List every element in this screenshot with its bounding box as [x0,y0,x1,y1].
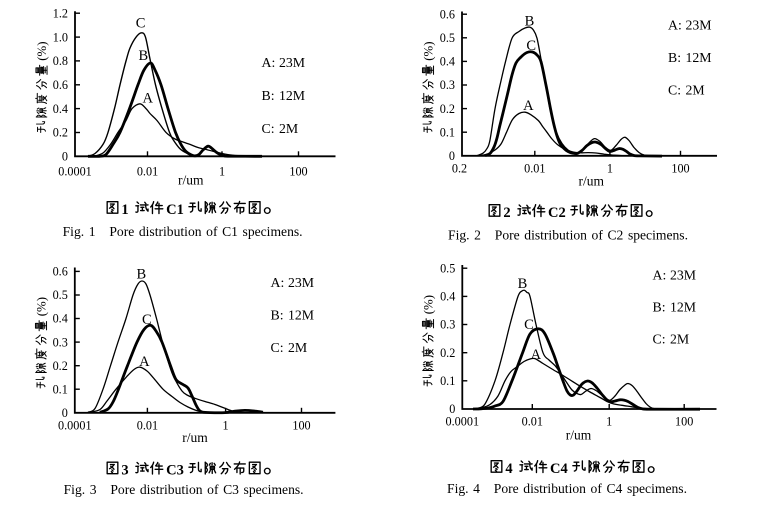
svg-text:C:: C: [653,332,666,347]
svg-text:A:: A: [653,268,667,283]
svg-text:0.3: 0.3 [440,318,455,332]
svg-text:1: 1 [121,202,128,218]
svg-text:23M: 23M [279,55,305,70]
svg-text:0.5: 0.5 [440,31,455,45]
svg-text:0.0001: 0.0001 [58,419,92,433]
svg-text:0.01: 0.01 [522,415,543,429]
svg-text:100: 100 [292,419,310,433]
svg-text:C:: C: [668,83,681,98]
svg-text:100: 100 [671,162,689,176]
svg-text:Fig. 1 Pore distribution of: Fig. 1 Pore distribution of C1 specimens… [63,224,303,239]
svg-text:0: 0 [62,150,68,164]
svg-text:0.5: 0.5 [440,261,455,275]
svg-text:0: 0 [449,402,455,416]
svg-text:1: 1 [606,415,612,429]
svg-text:3: 3 [121,462,128,478]
svg-text:A: A [139,354,150,370]
svg-text:0.4: 0.4 [440,55,455,69]
svg-text:0.4: 0.4 [440,290,455,304]
svg-text:0.2: 0.2 [53,126,68,140]
svg-text:r/um: r/um [566,428,592,443]
svg-text:B:: B: [271,307,284,322]
svg-text:12M: 12M [288,307,314,322]
svg-text:C: C [142,312,152,328]
svg-text:1.0: 1.0 [53,30,68,44]
svg-text:C2: C2 [548,205,566,221]
svg-text:A:: A: [668,18,682,33]
svg-text:23M: 23M [288,275,314,290]
svg-text:(%): (%) [422,42,436,61]
svg-text:100: 100 [289,165,307,179]
svg-text:2: 2 [503,205,510,221]
svg-text:A:: A: [271,275,285,290]
svg-text:Fig. 4 Pore distribution of: Fig. 4 Pore distribution of C4 specimens… [447,481,687,496]
svg-text:A: A [142,91,153,107]
svg-text:0.1: 0.1 [53,382,68,396]
svg-text:C:: C: [271,340,284,355]
svg-text:2M: 2M [686,83,705,98]
svg-text:0.3: 0.3 [440,78,455,92]
svg-text:23M: 23M [670,268,696,283]
svg-text:C: C [524,317,534,333]
svg-text:Fig. 2 Pore distribution of: Fig. 2 Pore distribution of C2 specimens… [448,228,688,243]
svg-text:(%): (%) [35,297,49,316]
svg-text:0.8: 0.8 [53,54,68,68]
svg-text:0.6: 0.6 [53,265,68,279]
svg-text:C: C [526,38,536,54]
svg-text:2M: 2M [670,332,689,347]
svg-text:(%): (%) [35,42,49,61]
svg-text:0.01: 0.01 [137,165,158,179]
svg-text:12M: 12M [279,88,305,103]
svg-text:B:: B: [262,88,275,103]
svg-text:0.6: 0.6 [53,78,68,92]
svg-text:C:: C: [262,121,275,136]
svg-text:0: 0 [449,149,455,163]
svg-text:0.5: 0.5 [53,288,68,302]
svg-text:B:: B: [653,300,666,315]
svg-text:C4: C4 [550,461,568,477]
svg-text:1: 1 [219,165,225,179]
svg-text:C1: C1 [166,202,184,218]
svg-text:1: 1 [223,419,229,433]
svg-text:0: 0 [62,406,68,420]
svg-text:4: 4 [505,461,512,477]
svg-text:r/um: r/um [178,173,204,188]
svg-text:0.6: 0.6 [440,7,455,21]
svg-text:100: 100 [675,415,693,429]
svg-text:A: A [531,347,542,363]
svg-text:0.2: 0.2 [53,359,68,373]
svg-text:0.2: 0.2 [440,346,455,360]
svg-text:12M: 12M [686,50,712,65]
svg-text:0.3: 0.3 [53,335,68,349]
svg-text:12M: 12M [670,300,696,315]
svg-text:0.2: 0.2 [452,162,467,176]
svg-text:0.4: 0.4 [53,102,68,116]
svg-text:2M: 2M [288,340,307,355]
svg-text:B: B [136,267,146,283]
svg-text:0.4: 0.4 [53,312,68,326]
svg-text:0.1: 0.1 [440,374,455,388]
svg-text:0.0001: 0.0001 [58,165,92,179]
svg-text:0.0001: 0.0001 [446,415,480,429]
svg-text:1.2: 1.2 [53,6,68,20]
svg-text:1: 1 [607,162,613,176]
svg-text:A:: A: [262,55,276,70]
svg-text:Fig. 3 Pore distribution of: Fig. 3 Pore distribution of C3 specimens… [64,482,304,497]
svg-text:B:: B: [668,50,681,65]
svg-text:C3: C3 [166,462,184,478]
svg-text:r/um: r/um [182,430,208,445]
svg-text:r/um: r/um [579,174,605,189]
svg-text:0.01: 0.01 [524,162,545,176]
svg-text:0.2: 0.2 [440,102,455,116]
svg-text:0.1: 0.1 [440,125,455,139]
svg-text:C: C [136,16,146,32]
svg-text:0.01: 0.01 [137,419,158,433]
svg-text:A: A [523,98,534,114]
svg-text:B: B [525,13,535,29]
svg-text:B: B [518,276,528,292]
svg-text:2M: 2M [279,121,298,136]
svg-text:(%): (%) [422,295,436,314]
svg-text:B: B [138,48,148,64]
svg-text:23M: 23M [686,18,712,33]
